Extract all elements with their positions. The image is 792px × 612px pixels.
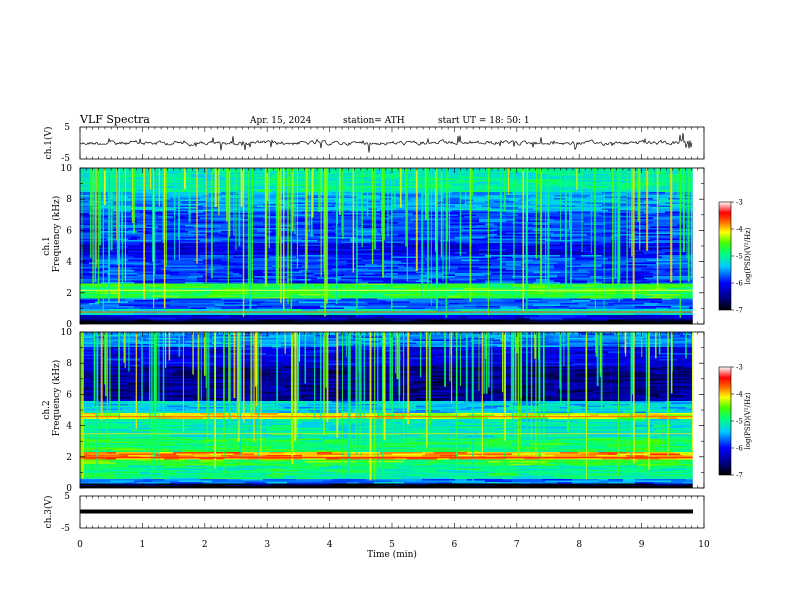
ch1-wave-ylabel: ch.1(V): [43, 127, 54, 160]
time-tick-5: 5: [389, 540, 395, 550]
ch1-wave-tick-top: 5: [64, 123, 70, 133]
station-label: station= ATH: [343, 116, 405, 126]
ch1-colorbar-tick--5: -5: [736, 253, 743, 261]
time-tick-2: 2: [202, 540, 208, 550]
ch2-spec-ytick-4: 4: [66, 422, 72, 432]
date-label: Apr. 15, 2024: [249, 116, 312, 126]
time-tick-3: 3: [264, 540, 270, 550]
ch1-spec-ytick-10: 10: [61, 164, 73, 174]
ch1-colorbar-tick--3: -3: [736, 199, 743, 207]
ch2-colorbar-label: log(PSD)(V²/Hz): [744, 392, 752, 449]
ch1-colorbar: -3 -4 -5 -6 -7 log(PSD)(V²/Hz): [718, 199, 752, 315]
ch3-wave-tick-top: 5: [64, 492, 70, 502]
ch1-colorbar-tick--6: -6: [736, 280, 743, 288]
figure-title: VLF Spectra: [79, 113, 150, 126]
ch1-colorbar-tick--7: -7: [736, 307, 743, 315]
ch1-spec-ytick-0: 0: [66, 320, 72, 330]
time-axis: 0 1 2 3 4 5 6 7 8 9 10: [77, 127, 710, 550]
time-tick-7: 7: [514, 540, 520, 550]
ch2-colorbar-tick--5: -5: [736, 418, 743, 426]
ch2-colorbar-tick--7: -7: [736, 472, 743, 480]
ch1-waveform-line: [79, 133, 693, 153]
ch2-spectrogram-panel: 0 2 4 6 8 10 ch.2 Frequency (kHz): [42, 328, 705, 494]
time-tick-0: 0: [77, 540, 83, 550]
ch2-spectrogram-image: [80, 332, 704, 488]
time-tick-8: 8: [576, 540, 582, 550]
ch3-wave-ylabel: ch.3(V): [43, 496, 54, 529]
ch1-spec-ytick-4: 4: [66, 258, 72, 268]
ch2-colorbar: -3 -4 -5 -6 -7 log(PSD)(V²/Hz): [718, 364, 752, 480]
ch2-spec-ytick-0: 0: [66, 484, 72, 494]
ch2-spec-ylabel-b: Frequency (kHz): [51, 360, 62, 437]
ch1-spec-ytick-6: 6: [66, 226, 72, 236]
ch2-colorbar-tick--3: -3: [736, 364, 743, 372]
ch2-colorbar-gradient: [718, 366, 732, 476]
ch3-wave-tick-bottom: -5: [61, 524, 70, 534]
ch2-spec-ytick-10: 10: [61, 328, 73, 338]
time-tick-9: 9: [639, 540, 645, 550]
ch1-colorbar-tick--4: -4: [736, 226, 743, 234]
ch2-spec-ytick-6: 6: [66, 390, 72, 400]
time-tick-4: 4: [327, 540, 333, 550]
ch2-spec-ytick-2: 2: [66, 453, 72, 463]
ch2-spec-ytick-8: 8: [66, 359, 72, 369]
time-tick-1: 1: [140, 540, 146, 550]
time-axis-label: Time (min): [367, 549, 417, 560]
ch1-spec-ytick-2: 2: [66, 289, 72, 299]
ch2-colorbar-tick--4: -4: [736, 391, 743, 399]
time-tick-6: 6: [452, 540, 458, 550]
ch1-spec-ytick-8: 8: [66, 195, 72, 205]
ch1-wave-tick-bottom: -5: [61, 154, 70, 164]
ch1-spectrogram-image: [80, 168, 704, 324]
ch2-spec-ylabel-a: ch.2: [42, 400, 52, 419]
ch1-colorbar-gradient: [718, 201, 732, 311]
ch1-spec-ylabel-a: ch.1: [42, 236, 52, 255]
start-time-label: start UT = 18: 50: 1: [438, 116, 530, 126]
ch1-colorbar-label: log(PSD)(V²/Hz): [744, 227, 752, 284]
time-tick-10: 10: [698, 540, 710, 550]
ch2-colorbar-tick--6: -6: [736, 445, 743, 453]
ch1-spec-ylabel-b: Frequency (kHz): [51, 196, 62, 273]
ch1-spectrogram-panel: 0 2 4 6 8 10 ch.1 Frequency (kHz): [42, 164, 705, 330]
